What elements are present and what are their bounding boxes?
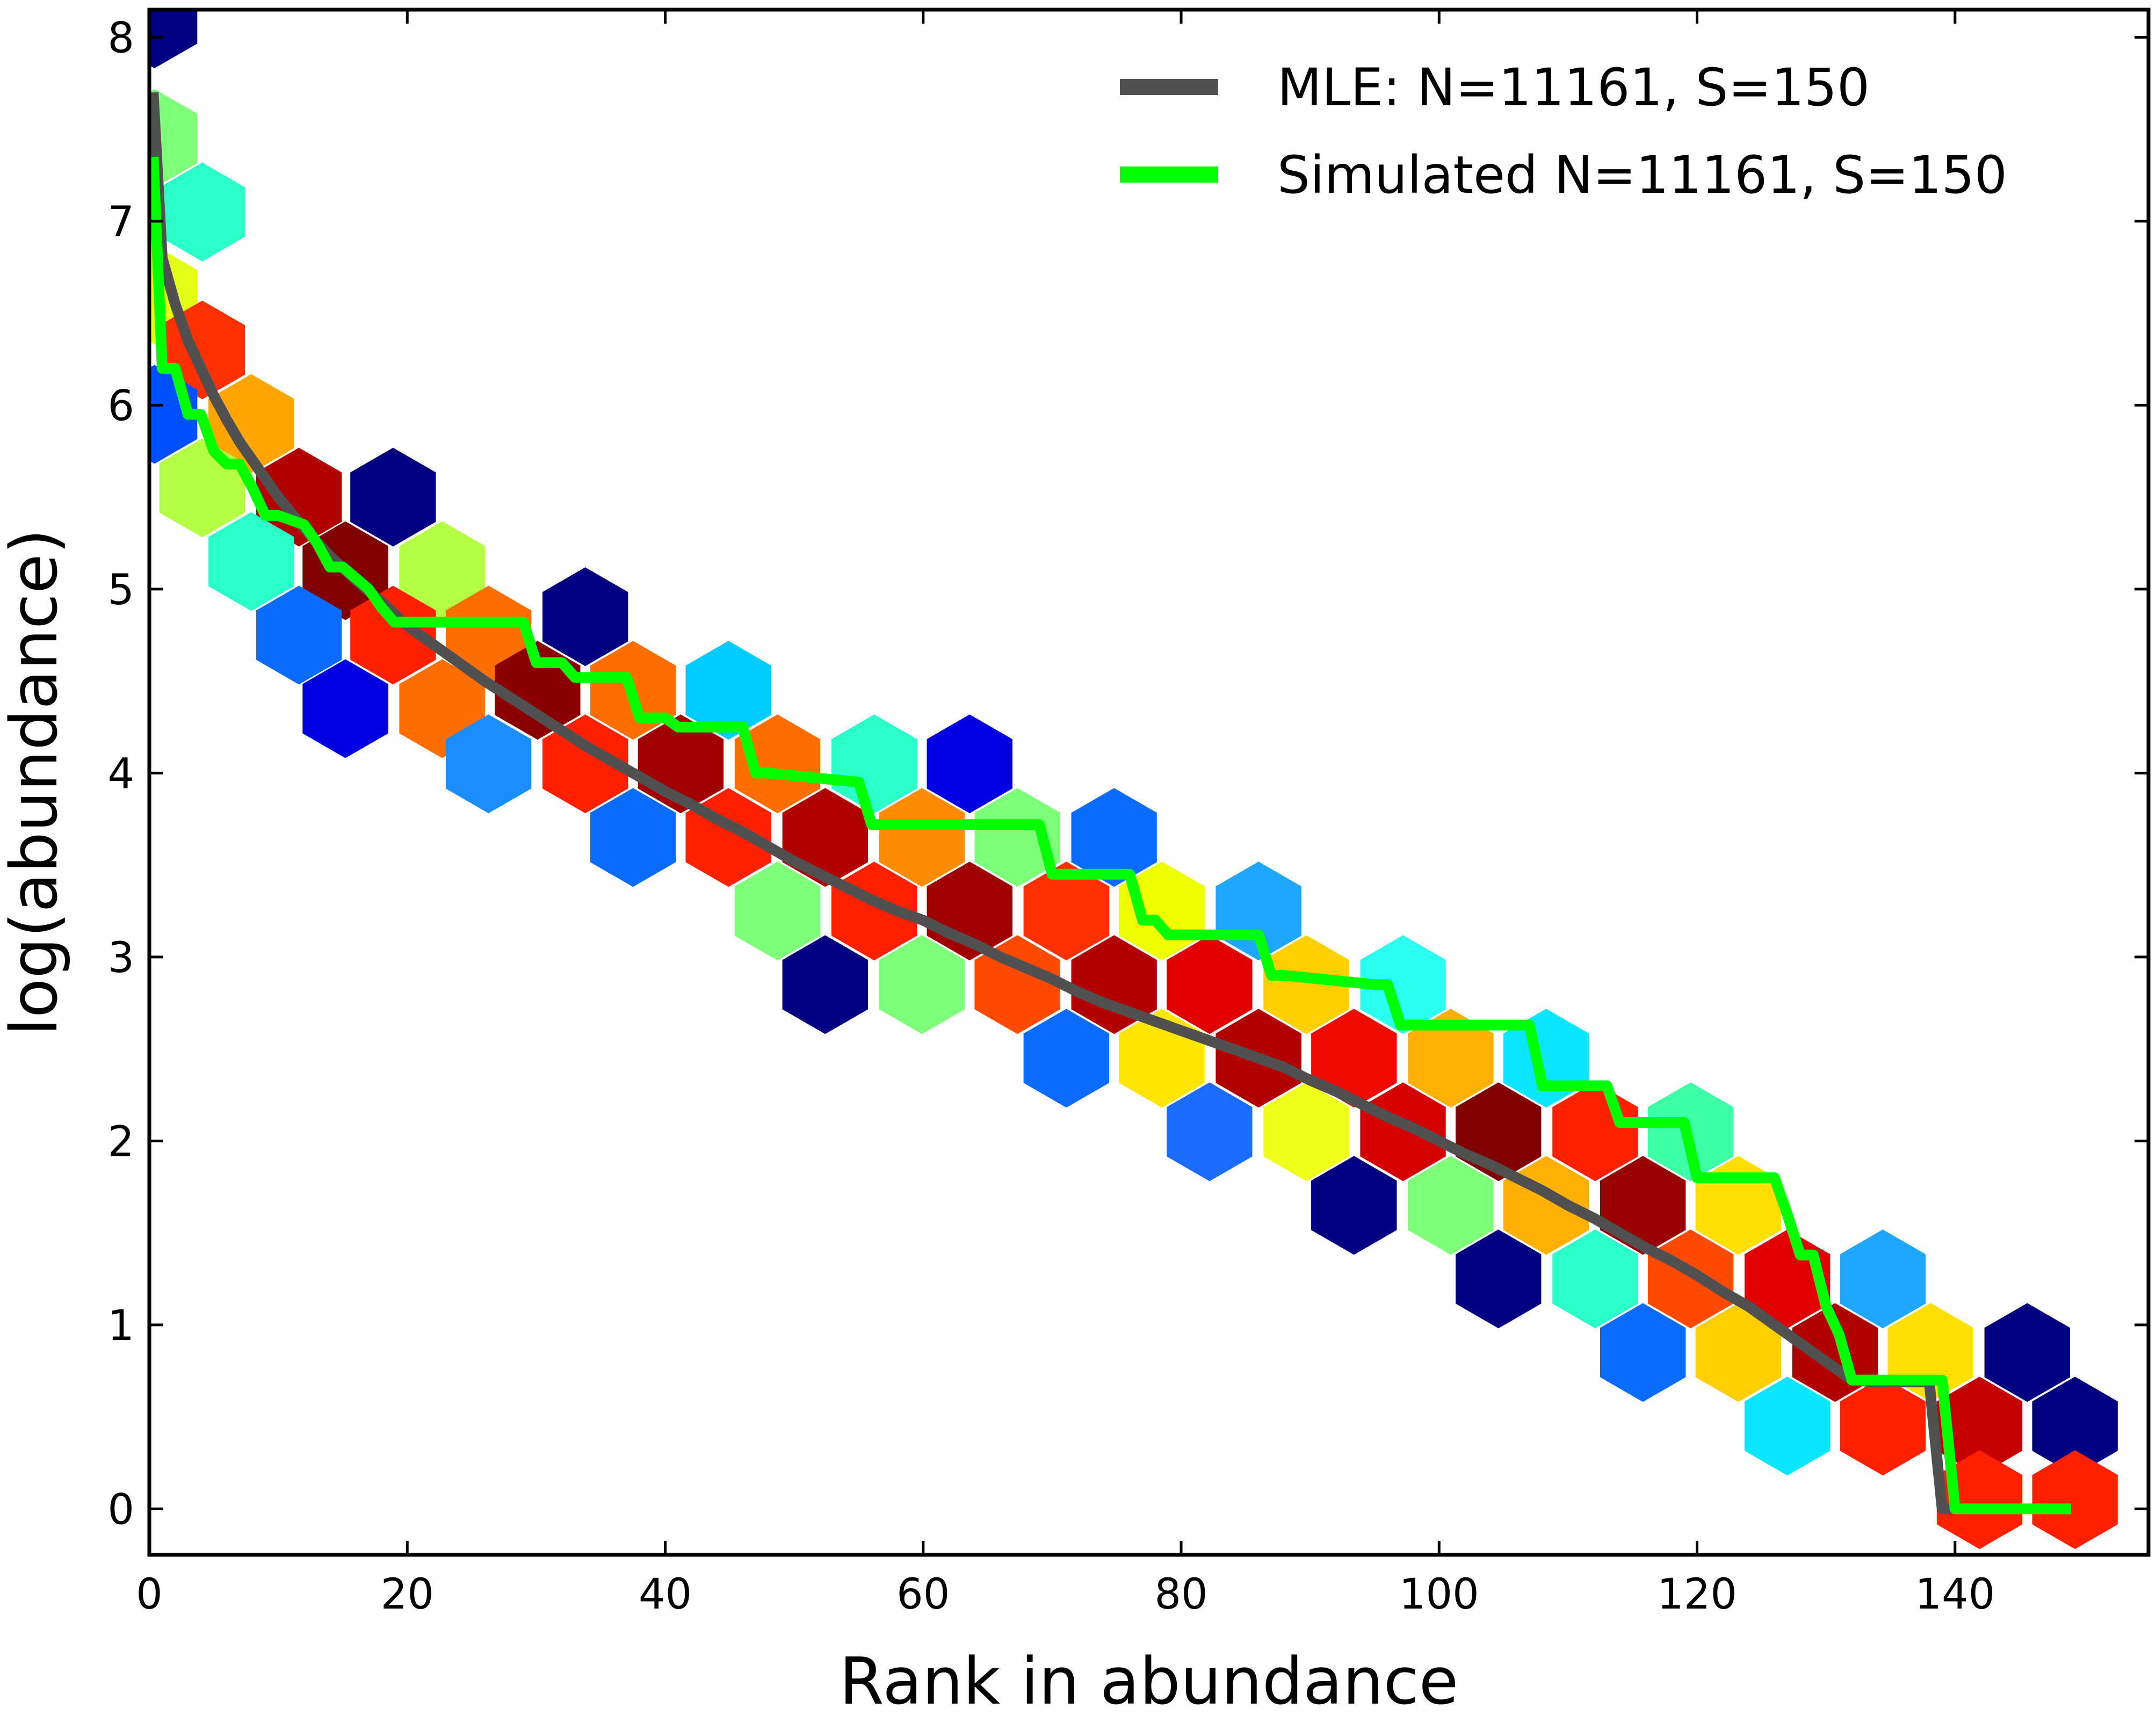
x-tick-label: 40 bbox=[639, 1570, 692, 1619]
y-axis-title: log(abundance) bbox=[0, 529, 72, 1036]
y-tick-label: 8 bbox=[107, 14, 134, 62]
hexbin-cell bbox=[685, 641, 771, 740]
y-tick-label: 4 bbox=[107, 750, 134, 798]
hexbin-cell bbox=[1167, 935, 1253, 1034]
hexbin-cell bbox=[208, 512, 294, 611]
series-line-simulated bbox=[149, 156, 2071, 1515]
hexbin-cell bbox=[1071, 788, 1157, 887]
hexbin-cell bbox=[1695, 1303, 1782, 1402]
legend-label-simulated: Simulated N=11161, S=150 bbox=[1277, 145, 2007, 205]
hexbin-cell bbox=[782, 935, 868, 1034]
y-tick-label: 0 bbox=[107, 1486, 134, 1534]
hexbin-cell bbox=[1167, 1082, 1253, 1182]
hexbin-cell bbox=[1840, 1377, 1926, 1476]
hexbin-cell bbox=[1023, 861, 1109, 961]
hexbin-cell bbox=[1456, 1229, 1542, 1329]
hexbin-cell bbox=[1936, 1450, 2023, 1549]
hexbin-cell bbox=[302, 659, 388, 758]
y-tick-label: 3 bbox=[107, 934, 134, 982]
x-tick-label: 140 bbox=[1915, 1570, 1995, 1619]
hexbin-cell bbox=[927, 714, 1012, 814]
y-tick-label: 1 bbox=[107, 1302, 134, 1350]
x-tick-label: 60 bbox=[896, 1570, 950, 1619]
hexbin-cell bbox=[445, 714, 532, 814]
hexbin-layer bbox=[149, 10, 2118, 1549]
hexbin-cell bbox=[590, 788, 676, 887]
hexbin-cell bbox=[1408, 1156, 1494, 1255]
x-tick-label: 80 bbox=[1154, 1570, 1207, 1619]
tick-layer: 0 20 40 60 80 100 120 140 0 1 2 3 4 5 6 7 8 bbox=[107, 10, 2148, 1619]
x-axis-title: Rank in abundance bbox=[840, 1645, 1459, 1719]
hexbin-cell bbox=[734, 714, 821, 814]
hexbin-cell bbox=[734, 861, 821, 961]
series-layer bbox=[149, 92, 2071, 1515]
hexbin-cell bbox=[1360, 935, 1446, 1034]
hexbin-cell bbox=[149, 10, 198, 69]
hexbin-cell bbox=[1408, 1009, 1494, 1108]
y-tick-label: 5 bbox=[107, 566, 134, 614]
hexbin-cell bbox=[879, 935, 965, 1034]
hexbin-cell bbox=[208, 374, 294, 473]
hexbin-cell bbox=[1745, 1377, 1831, 1476]
y-tick-label: 2 bbox=[107, 1118, 134, 1166]
hexbin-cell bbox=[399, 521, 485, 620]
hexbin-cell bbox=[542, 567, 628, 667]
y-tick-label: 7 bbox=[107, 198, 134, 247]
x-tick-label: 20 bbox=[381, 1570, 434, 1619]
legend-label-mle: MLE: N=11161, S=150 bbox=[1277, 57, 1870, 118]
y-tick-label: 6 bbox=[107, 382, 134, 430]
x-tick-label: 120 bbox=[1657, 1570, 1737, 1619]
hexbin-cell bbox=[1023, 1009, 1109, 1108]
hexbin-cell bbox=[1360, 1082, 1446, 1182]
hexbin-cell bbox=[1263, 1082, 1349, 1182]
hexbin-cell bbox=[159, 162, 245, 262]
plot-frame bbox=[147, 8, 2151, 1557]
hexbin-cell bbox=[1840, 1229, 1926, 1329]
hexbin-cell bbox=[1936, 1377, 2023, 1476]
hexbin-cell bbox=[879, 788, 965, 887]
hexbin-cell bbox=[1600, 1303, 1686, 1402]
hexbin-cell bbox=[1311, 1009, 1397, 1108]
hexbin-cell bbox=[350, 447, 436, 547]
hexbin-cell bbox=[256, 447, 342, 547]
hexbin-cell bbox=[1552, 1229, 1638, 1329]
hexbin-cell bbox=[1311, 1156, 1397, 1255]
hexbin-cell bbox=[350, 585, 436, 685]
hexbin-cell bbox=[256, 585, 342, 685]
hexbin-cell bbox=[974, 788, 1060, 887]
x-tick-label: 0 bbox=[136, 1570, 163, 1619]
hexbin-cell bbox=[1263, 935, 1349, 1034]
hexbin-cell bbox=[2032, 1450, 2118, 1549]
x-tick-label: 100 bbox=[1399, 1570, 1479, 1619]
hexbin-cell bbox=[1984, 1303, 2070, 1402]
hexbin-cell bbox=[2032, 1377, 2118, 1476]
hexbin-cell bbox=[831, 714, 917, 814]
hexbin-cell bbox=[542, 714, 628, 814]
legend: MLE: N=11161, S=150 Simulated N=11161, S… bbox=[1120, 57, 2007, 205]
